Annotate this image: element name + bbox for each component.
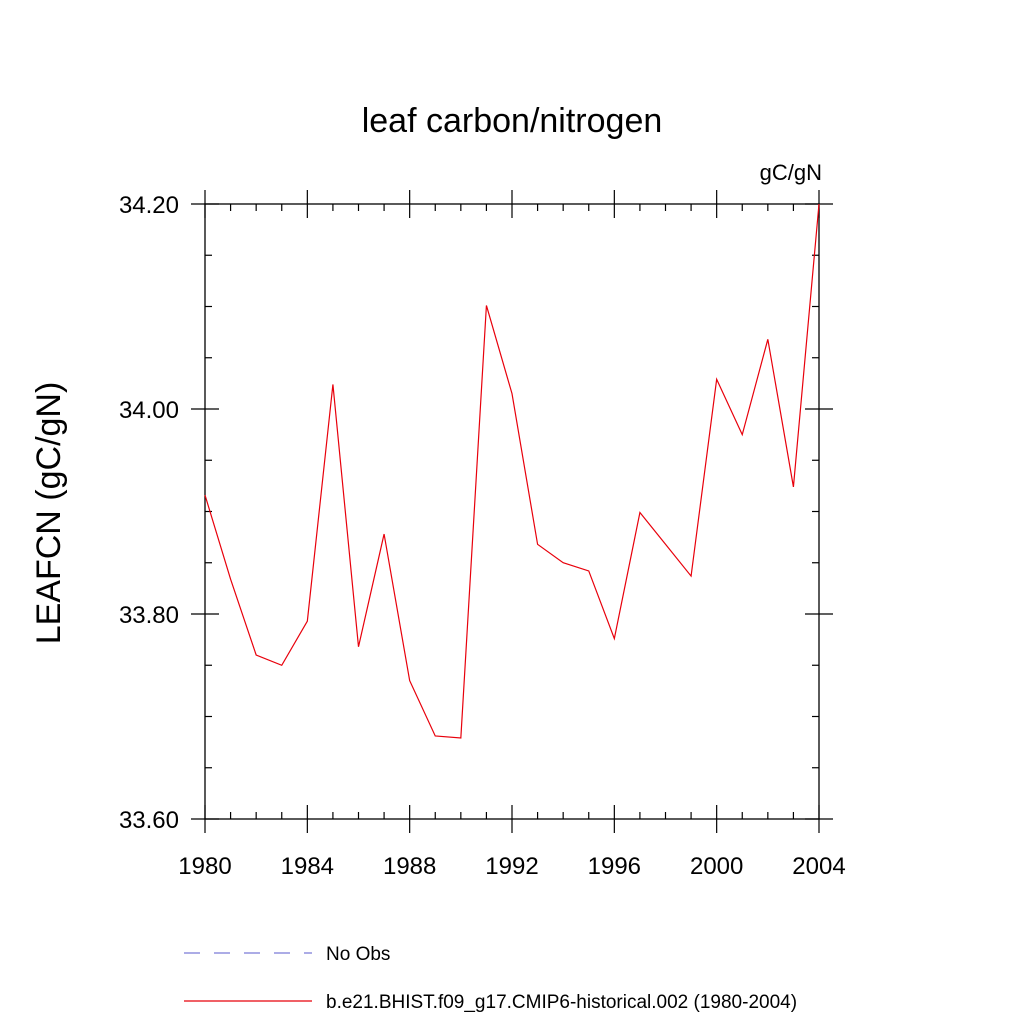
axis-ticks: 1980 1984 1988 1992 1996 2000 2004 33.60 33.80 34… — [119, 190, 846, 880]
x-tick-label: 1992 — [485, 853, 538, 880]
y-tick-label: 34.20 — [119, 192, 179, 219]
y-tick-label: 33.60 — [119, 807, 179, 834]
plot-frame — [204, 203, 820, 820]
series-line — [204, 203, 820, 739]
x-tick-label: 1980 — [178, 853, 231, 880]
series-lines — [204, 203, 820, 739]
x-tick-label: 1988 — [383, 853, 436, 880]
y-tick-label: 33.80 — [119, 602, 179, 629]
legend: No Obs b.e21.BHIST.f09_g17.CMIP6-historic… — [184, 944, 797, 1013]
chart-title: leaf carbon/nitrogen — [362, 102, 663, 140]
units-label: gC/gN — [760, 160, 822, 185]
x-tick-label: 2004 — [792, 853, 845, 880]
legend-label: No Obs — [326, 944, 390, 965]
legend-label: b.e21.BHIST.f09_g17.CMIP6-historical.002… — [326, 992, 797, 1013]
x-tick-label: 1984 — [281, 853, 334, 880]
x-tick-label: 2000 — [690, 853, 743, 880]
y-axis-label: LEAFCN (gC/gN) — [30, 382, 68, 645]
x-tick-label: 1996 — [588, 853, 641, 880]
y-tick-label: 34.00 — [119, 397, 179, 424]
